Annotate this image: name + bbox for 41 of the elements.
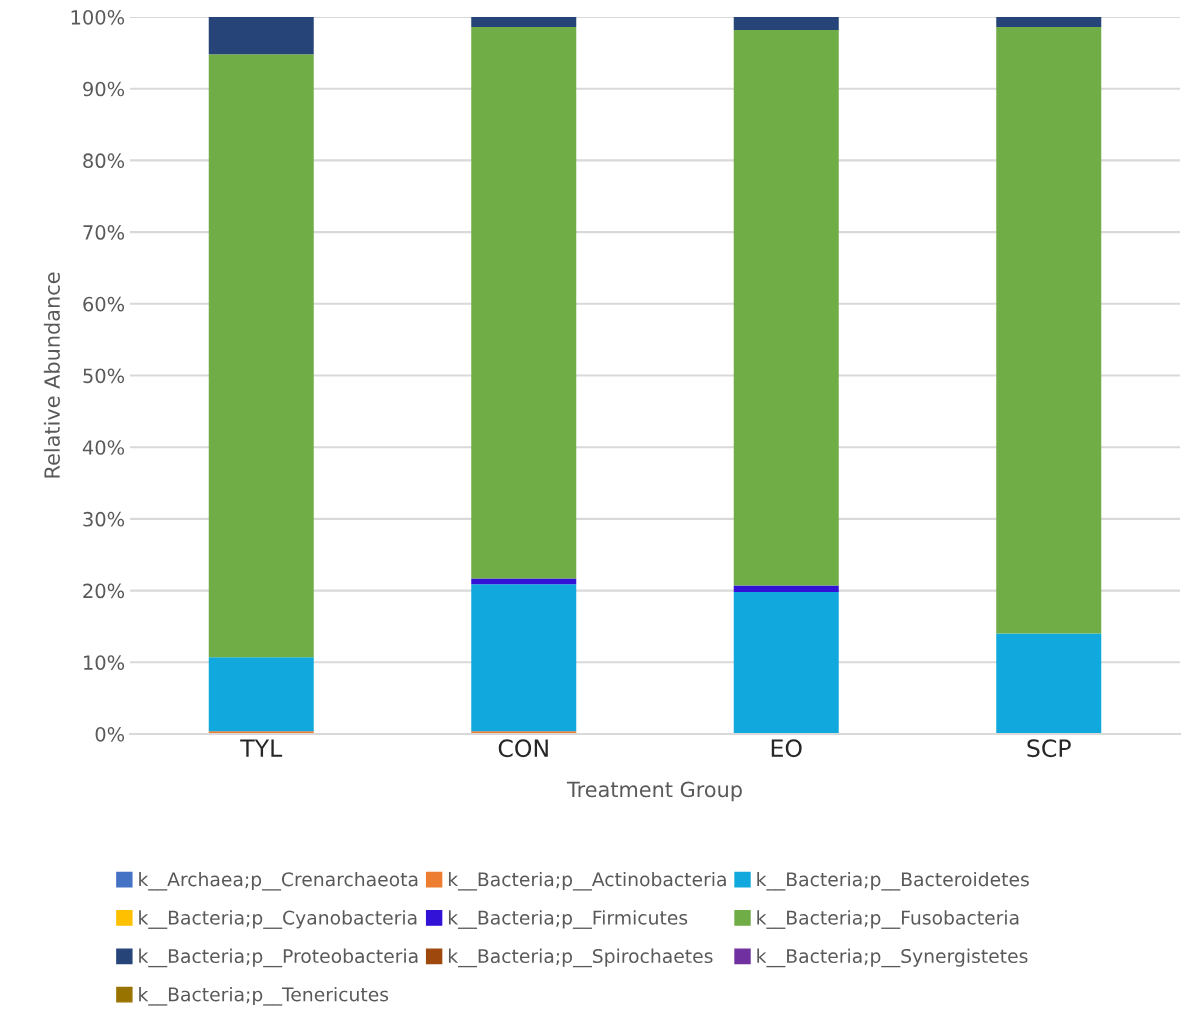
y-tick-label: 80%	[83, 153, 125, 169]
bar	[996, 17, 1102, 28]
bar	[471, 584, 577, 732]
legend-label: k__Bacteria;p__Cyanobacteria	[139, 910, 417, 929]
bar	[471, 578, 577, 585]
bar	[733, 17, 839, 30]
x-tick-label: CON	[498, 739, 548, 758]
legend-label: k__Bacteria;p__Tenericutes	[139, 986, 389, 1006]
legend-label: k__Bacteria;p__Proteobacteria	[139, 948, 418, 968]
legend-label: k__Bacteria;p__Firmicutes	[448, 910, 688, 929]
y-tick-label: 30%	[83, 511, 125, 527]
legend-label: k__Bacteria;p__Spirochaetes	[448, 948, 713, 968]
bar	[733, 29, 839, 586]
bar	[471, 27, 577, 579]
x-tick-label: SCP	[1027, 739, 1071, 758]
x-axis-title: Treatment Group	[566, 781, 742, 802]
legend-label: k__Bacteria;p__Bacteroidetes	[757, 871, 1029, 891]
y-tick-label: 0%	[95, 726, 125, 742]
bar	[208, 657, 314, 732]
y-tick-label: 60%	[83, 296, 125, 312]
legend-label: k__Archaea;p__Crenarchaeota	[139, 871, 418, 891]
y-tick-label: 50%	[83, 368, 125, 384]
bar	[996, 27, 1102, 634]
legend-label: k__Bacteria;p__Fusobacteria	[757, 910, 1019, 929]
x-tick-label: TYL	[240, 739, 283, 757]
bar	[208, 17, 314, 55]
y-axis-title: Relative Abundance	[43, 272, 60, 478]
bar	[471, 17, 577, 28]
y-tick-label: 70%	[83, 225, 125, 240]
y-tick-label: 100%	[71, 9, 125, 25]
x-tick-label: EO	[771, 739, 802, 758]
y-tick-label: 90%	[83, 81, 125, 97]
y-tick-label: 10%	[84, 655, 125, 670]
legend-label: k__Bacteria;p__Actinobacteria	[448, 871, 726, 891]
y-tick-label: 40%	[82, 440, 125, 455]
bar	[208, 54, 314, 658]
bar	[733, 592, 839, 734]
legend-label: k__Bacteria;p__Synergistetes	[757, 948, 1028, 968]
bar	[733, 585, 839, 593]
y-tick-label: 20%	[83, 583, 125, 599]
bar	[996, 633, 1102, 734]
